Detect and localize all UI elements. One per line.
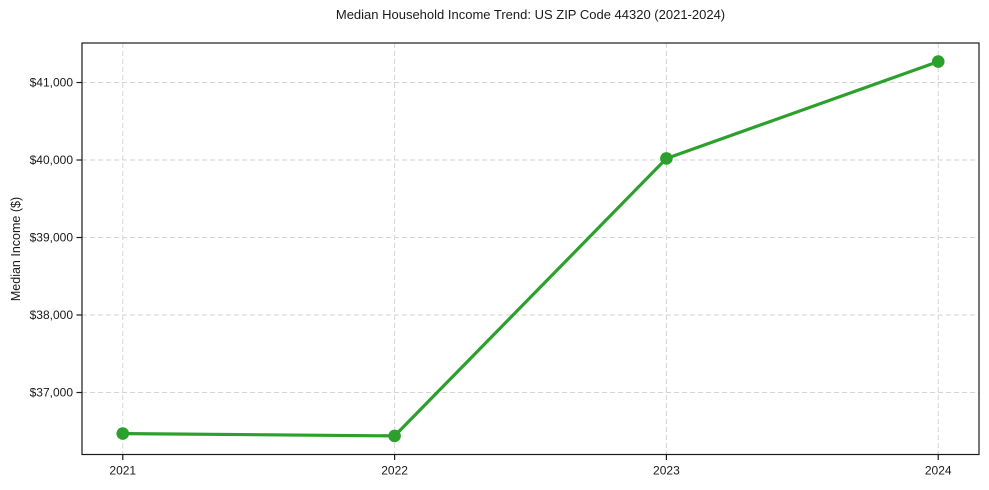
y-tick-label: $41,000 [30, 76, 74, 90]
y-tick-label: $37,000 [30, 386, 74, 400]
chart-title: Median Household Income Trend: US ZIP Co… [335, 7, 726, 22]
x-tick-label: 2022 [381, 464, 408, 478]
y-tick-label: $39,000 [30, 231, 74, 245]
y-tick-label: $40,000 [30, 153, 74, 167]
x-tick-label: 2024 [925, 464, 952, 478]
plot-frame [81, 42, 980, 456]
data-point-marker [931, 55, 945, 68]
data-point-marker [388, 429, 401, 443]
data-point-marker [116, 427, 130, 440]
data-point-marker [660, 152, 673, 165]
x-tick-label: 2023 [653, 464, 680, 478]
y-tick-label: $38,000 [30, 308, 74, 322]
x-tick-label: 2021 [109, 464, 136, 478]
series-line [121, 59, 940, 438]
